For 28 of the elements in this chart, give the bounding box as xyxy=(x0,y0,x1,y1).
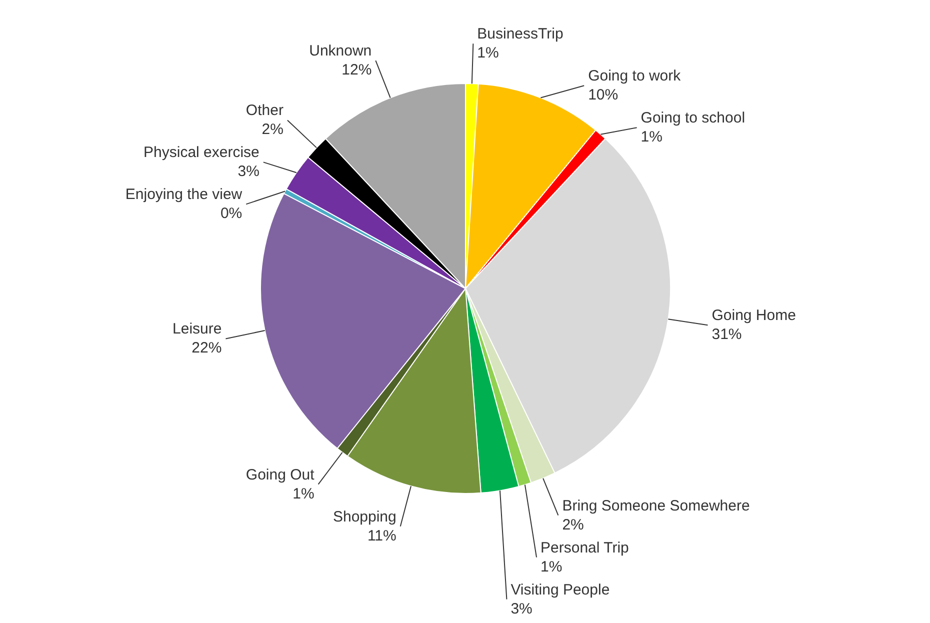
slice-label: Enjoying the view xyxy=(125,186,242,204)
data-label: 1% xyxy=(640,128,662,146)
slice-label: Physical exercise xyxy=(144,144,260,162)
data-label: 2% xyxy=(562,516,584,534)
slice-label: Shopping xyxy=(332,508,396,526)
data-label: 1% xyxy=(292,485,314,502)
data-label: 22% xyxy=(192,340,222,357)
data-label: 3% xyxy=(238,163,260,180)
slice-label: Personal Trip xyxy=(540,539,629,556)
data-label: 12% xyxy=(342,62,372,79)
data-label: 2% xyxy=(262,121,284,138)
slice-label: Unknown xyxy=(309,42,372,60)
data-label: 1% xyxy=(540,558,562,576)
data-label: 31% xyxy=(712,326,742,344)
slice-label: Going to work xyxy=(588,68,682,85)
slice-label: Other xyxy=(246,102,284,120)
slice-label: Leisure xyxy=(172,320,222,338)
slice-label: Going Home xyxy=(712,307,796,324)
slice-label: Bring Someone Somewhere xyxy=(562,497,750,514)
slice-label: Going to school xyxy=(640,110,746,127)
data-label: 3% xyxy=(510,600,532,618)
data-label: 0% xyxy=(220,205,242,222)
data-label: 1% xyxy=(477,44,499,62)
data-label: 10% xyxy=(588,86,618,104)
slice-label: Going Out xyxy=(246,466,316,484)
data-label: 11% xyxy=(367,527,396,544)
slice-label: BusinessTrip xyxy=(477,26,564,43)
slice-label: Visiting People xyxy=(510,581,610,598)
